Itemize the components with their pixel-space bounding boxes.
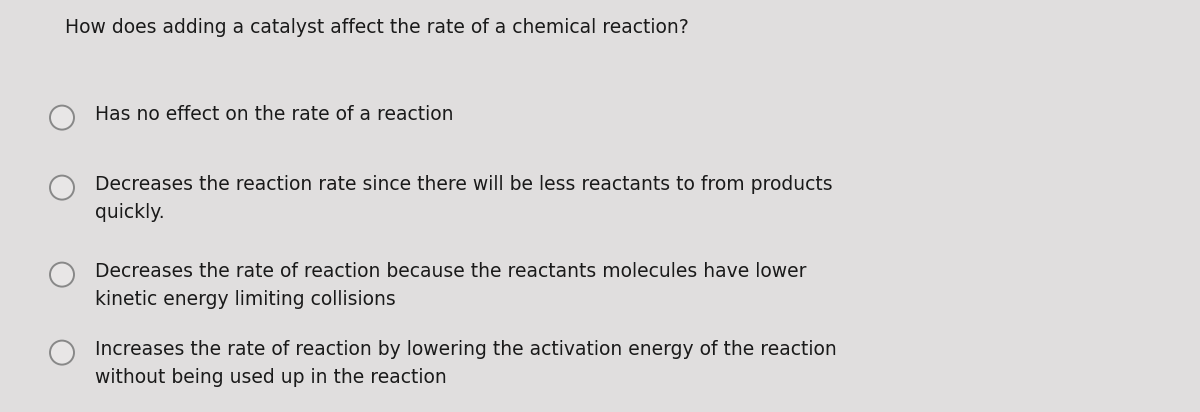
- Circle shape: [50, 176, 74, 199]
- Text: Has no effect on the rate of a reaction: Has no effect on the rate of a reaction: [95, 105, 454, 124]
- Circle shape: [50, 262, 74, 287]
- Circle shape: [50, 341, 74, 365]
- Text: Decreases the rate of reaction because the reactants molecules have lower: Decreases the rate of reaction because t…: [95, 262, 806, 281]
- Text: How does adding a catalyst affect the rate of a chemical reaction?: How does adding a catalyst affect the ra…: [65, 18, 689, 37]
- Text: without being used up in the reaction: without being used up in the reaction: [95, 368, 446, 387]
- Text: Decreases the reaction rate since there will be less reactants to from products: Decreases the reaction rate since there …: [95, 175, 833, 194]
- Text: quickly.: quickly.: [95, 203, 164, 222]
- Text: Increases the rate of reaction by lowering the activation energy of the reaction: Increases the rate of reaction by loweri…: [95, 340, 836, 359]
- Circle shape: [50, 105, 74, 130]
- Text: kinetic energy limiting collisions: kinetic energy limiting collisions: [95, 290, 396, 309]
